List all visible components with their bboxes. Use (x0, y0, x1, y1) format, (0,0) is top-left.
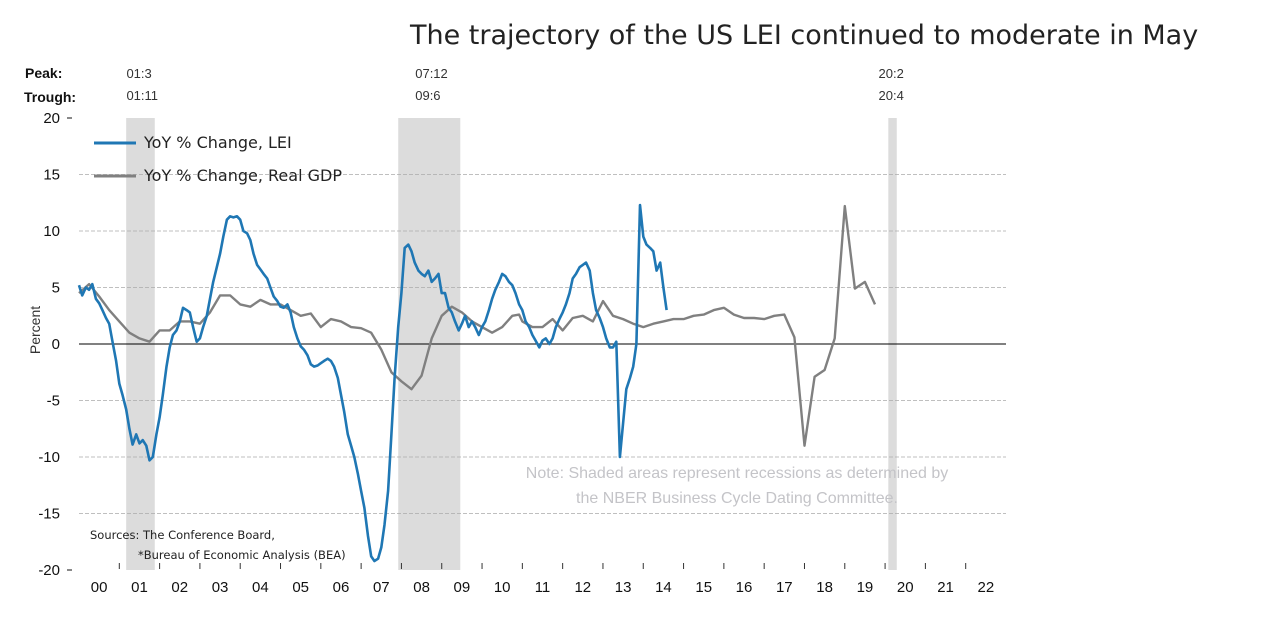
note-line-1: Note: Shaded areas represent recessions … (526, 465, 948, 482)
note-line-2: the NBER Business Cycle Dating Committee… (576, 490, 898, 507)
axes: 20 15 10 5 0 -5 -10 -15 -20 00 01 02 03 04 05 06 07 08 09 1… (38, 110, 1006, 596)
y-tick-label: 10 (43, 223, 60, 240)
x-tick-label: 13 (615, 579, 632, 596)
y-tick-label: -20 (38, 562, 60, 579)
x-tick-label: 20 (897, 579, 914, 596)
series-layer (77, 203, 877, 563)
x-tick-label: 07 (373, 579, 390, 596)
x-tick-label: 16 (736, 579, 753, 596)
x-tick-label: 04 (252, 579, 269, 596)
recession-trough-label: 01:11 (126, 88, 158, 103)
x-tick-label: 21 (937, 579, 954, 596)
x-tick-label: 05 (292, 579, 309, 596)
peak-header-label: Peak: (25, 65, 62, 81)
legend: YoY % Change, LEI YoY % Change, Real GDP (94, 133, 342, 185)
series-line-gdp (78, 204, 877, 447)
y-tick-label: -10 (38, 449, 60, 466)
recession-peak-label: 20:2 (879, 66, 904, 81)
chart-title: The trajectory of the US LEI continued t… (410, 20, 1199, 51)
x-tick-label: 00 (91, 579, 108, 596)
labels-layer: 01:3 01:11 07:12 09:6 20:2 20:4 (126, 66, 903, 103)
y-tick-label: -5 (47, 393, 60, 410)
x-tick-label: 17 (776, 579, 793, 596)
x-tick-label: 02 (171, 579, 188, 596)
x-tick-label: 15 (695, 579, 712, 596)
trough-header-label: Trough: (24, 89, 76, 105)
y-axis-title: Percent (27, 306, 43, 354)
y-tick-label: -15 (38, 506, 60, 523)
x-tick-label: 12 (574, 579, 591, 596)
x-tick-label: 18 (816, 579, 833, 596)
legend-label-gdp: YoY % Change, Real GDP (143, 166, 342, 185)
recession-trough-label: 09:6 (415, 88, 440, 103)
recession-peak-label: 01:3 (126, 66, 151, 81)
recession-trough-label: 20:4 (879, 88, 904, 103)
x-tick-label: 14 (655, 579, 672, 596)
sources-line-1: Sources: The Conference Board, (90, 528, 275, 542)
y-tick-label: 15 (43, 167, 60, 184)
y-tick-label: 20 (43, 110, 60, 127)
x-tick-label: 10 (494, 579, 511, 596)
recession-peak-label: 07:12 (415, 66, 448, 81)
x-tick-label: 19 (857, 579, 874, 596)
x-tick-label: 11 (535, 579, 551, 596)
x-tick-label: 09 (454, 579, 471, 596)
series-line-lei (77, 203, 668, 563)
x-tick-label: 03 (212, 579, 229, 596)
x-tick-label: 06 (333, 579, 350, 596)
y-tick-label: 5 (52, 280, 60, 297)
gridlines (79, 174, 1006, 514)
legend-label-lei: YoY % Change, LEI (143, 133, 292, 152)
y-tick-label: 0 (52, 336, 60, 353)
x-tick-label: 08 (413, 579, 430, 596)
x-tick-label: 22 (978, 579, 995, 596)
x-tick-label: 01 (131, 579, 148, 596)
sources-line-2: *Bureau of Economic Analysis (BEA) (138, 548, 346, 562)
